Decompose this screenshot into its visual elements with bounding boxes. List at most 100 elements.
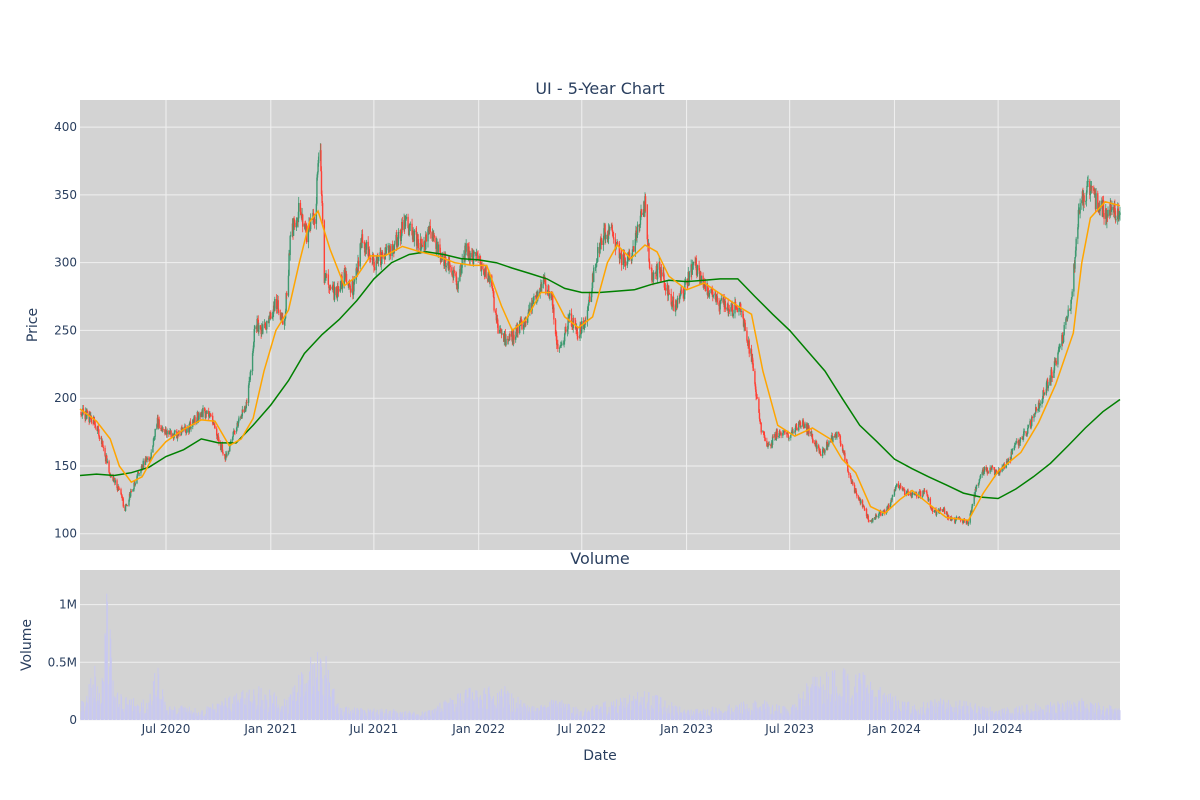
volume-bar — [405, 710, 407, 720]
volume-bar — [922, 706, 924, 720]
volume-bar — [181, 705, 183, 720]
volume-bar — [359, 715, 361, 720]
candle-body — [148, 457, 150, 461]
candle-body — [579, 324, 582, 335]
volume-bar — [1094, 713, 1096, 720]
volume-bar — [962, 709, 964, 720]
volume-bar — [824, 690, 826, 720]
candle-body — [223, 454, 226, 456]
volume-bar — [503, 691, 505, 720]
candle-body — [202, 407, 204, 417]
volume-bar — [716, 714, 718, 720]
candle-body — [1074, 257, 1076, 269]
volume-bar — [942, 699, 944, 720]
candle-body — [979, 478, 981, 480]
volume-bar — [782, 715, 784, 720]
volume-bar — [896, 705, 898, 720]
volume-bar — [134, 709, 136, 720]
volume-bar — [369, 712, 371, 720]
volume-bar — [375, 712, 377, 720]
volume-bar — [1069, 700, 1071, 720]
volume-bar — [496, 708, 498, 720]
candle-body — [381, 251, 384, 257]
volume-bar — [826, 699, 828, 720]
volume-bar — [880, 706, 882, 720]
volume-bar — [424, 717, 426, 720]
volume-bar — [539, 710, 541, 720]
volume-bar — [189, 713, 191, 720]
volume-bar — [1114, 710, 1116, 720]
volume-bar — [571, 712, 573, 720]
volume-bar — [799, 701, 801, 720]
volume-bar — [535, 714, 537, 720]
candle-body — [715, 299, 717, 301]
volume-chart-title: Volume — [570, 549, 630, 568]
candle-body — [270, 312, 272, 319]
volume-bar — [641, 705, 643, 720]
volume-bar — [312, 664, 314, 720]
volume-bar — [178, 708, 180, 720]
volume-bar — [656, 695, 658, 720]
candle-body — [622, 253, 625, 266]
candle-body — [926, 491, 928, 495]
volume-bar — [368, 711, 370, 720]
volume-bar — [261, 709, 263, 720]
volume-bar — [349, 716, 351, 720]
volume-bar — [879, 690, 881, 720]
candle-body — [780, 432, 782, 436]
volume-bar — [433, 714, 435, 720]
candle-body — [802, 420, 805, 426]
volume-bar — [376, 709, 378, 720]
candle-body — [321, 194, 323, 204]
volume-bar — [559, 701, 561, 720]
candle-body — [894, 486, 897, 491]
candle-body — [545, 284, 547, 294]
candle-body — [971, 503, 974, 507]
volume-bar — [232, 710, 234, 720]
volume-bar — [516, 709, 518, 720]
volume-bar — [624, 708, 626, 720]
candle-body — [602, 238, 605, 245]
candle-body — [323, 220, 326, 284]
candle-body — [495, 310, 497, 314]
volume-bar — [447, 707, 449, 720]
volume-bar — [536, 707, 538, 720]
volume-bar — [1022, 714, 1024, 720]
volume-bar — [606, 714, 608, 720]
candle-body — [732, 304, 734, 317]
volume-bar — [814, 676, 816, 720]
candle-body — [660, 269, 663, 277]
volume-bar — [884, 697, 886, 720]
candle-body — [720, 298, 723, 301]
candle-body — [679, 294, 682, 297]
volume-bar — [576, 713, 578, 720]
volume-bar — [114, 697, 116, 720]
volume-bar — [341, 707, 343, 720]
volume-bar — [580, 713, 582, 720]
volume-bar — [85, 706, 87, 720]
candle-body — [586, 310, 589, 322]
candle-body — [537, 291, 539, 300]
candle-body — [876, 516, 878, 518]
volume-bar — [373, 708, 375, 720]
volume-bar — [613, 701, 615, 720]
candle-body — [209, 414, 212, 416]
volume-bar — [973, 710, 975, 720]
volume-bar — [989, 706, 991, 720]
volume-bar — [1066, 709, 1068, 720]
volume-bar — [828, 693, 830, 720]
volume-bar — [1042, 709, 1044, 720]
volume-bar — [612, 705, 614, 720]
volume-bar — [483, 690, 485, 720]
volume-bar — [355, 714, 357, 720]
candle-body — [1001, 466, 1003, 472]
volume-bar — [101, 678, 103, 720]
candle-body — [275, 299, 278, 309]
volume-bar — [1105, 711, 1107, 720]
volume-bar — [443, 701, 445, 720]
volume-bar — [97, 686, 99, 720]
candle-body — [252, 348, 254, 354]
volume-bar — [1054, 714, 1056, 720]
volume-bar — [711, 707, 713, 720]
candle-body — [931, 508, 934, 512]
